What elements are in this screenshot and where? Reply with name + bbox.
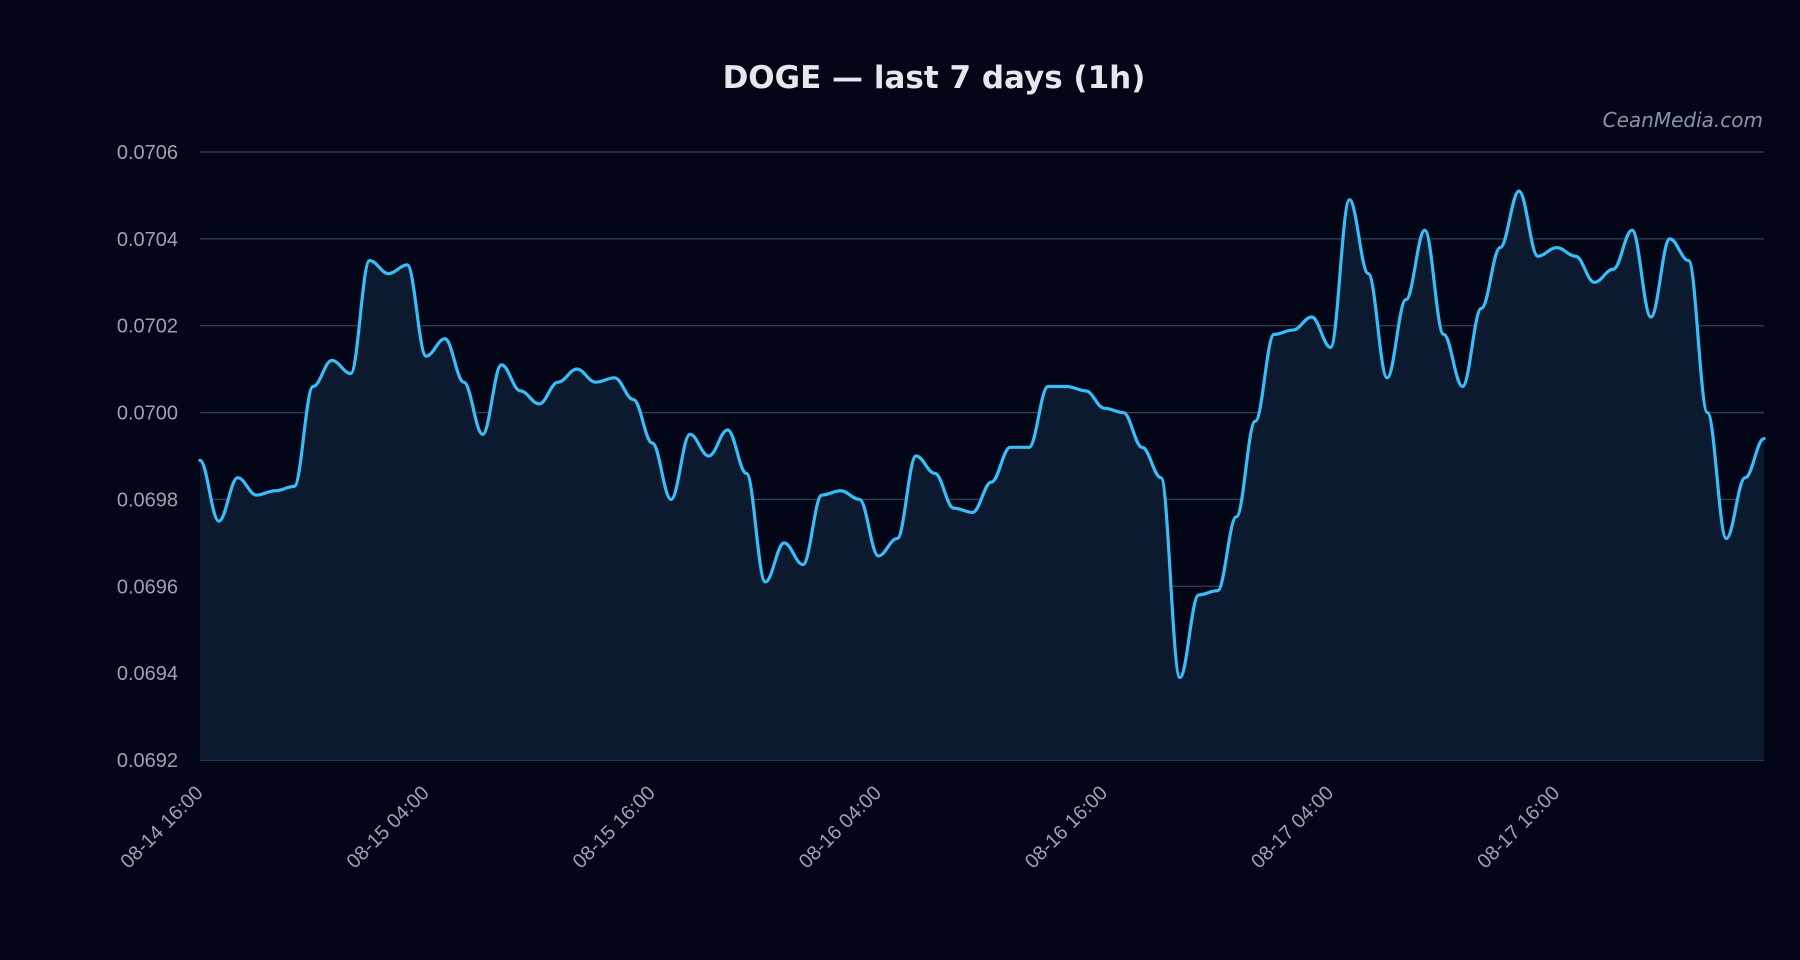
price-line — [198, 189, 1766, 680]
y-tick-label: 0.0694 — [117, 663, 178, 685]
y-tick-label: 0.0692 — [117, 750, 178, 772]
y-tick-label: 0.0700 — [117, 403, 178, 425]
watermark: CeanMedia.com — [1603, 108, 1763, 132]
y-tick-label: 0.0702 — [117, 316, 178, 338]
y-tick-label: 0.0704 — [117, 229, 178, 251]
y-tick-label: 0.0706 — [117, 142, 178, 164]
chart-title: DOGE — last 7 days (1h) — [723, 60, 1146, 96]
price-area — [200, 191, 1764, 761]
y-tick-label: 0.0696 — [117, 576, 178, 598]
y-axis: 0.0692 0.0694 0.0696 0.0698 0.0700 0.0702 0.07… — [117, 142, 178, 772]
y-tick-label: 0.0698 — [117, 489, 178, 511]
